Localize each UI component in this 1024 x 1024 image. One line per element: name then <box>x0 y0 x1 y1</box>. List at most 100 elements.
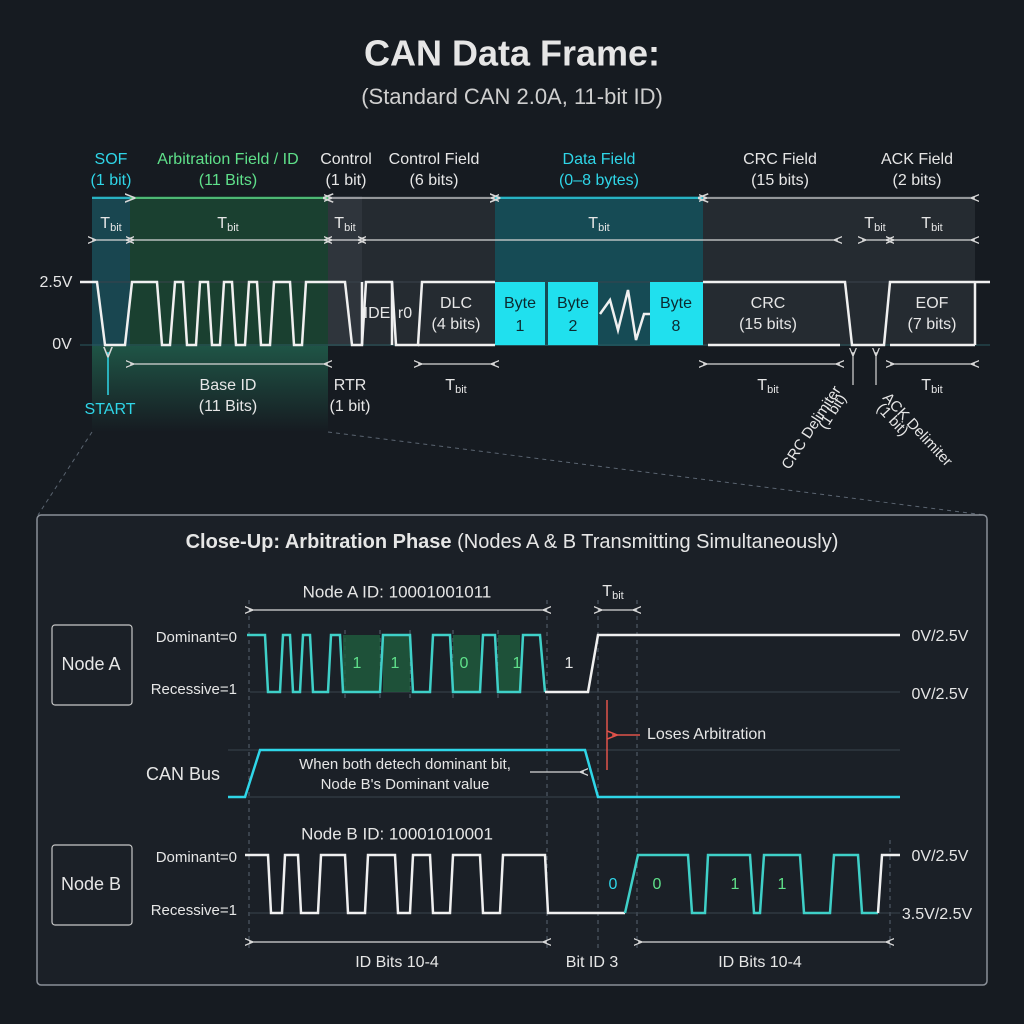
span-label: Bit ID 3 <box>566 954 619 971</box>
text-part: bit <box>931 384 943 396</box>
text-part: T <box>100 215 110 232</box>
tbit: Tbit <box>602 583 623 602</box>
text-part: bit <box>612 590 624 602</box>
below-label: (1 bit) <box>330 398 371 415</box>
text-part: T <box>588 215 598 232</box>
text-part: T <box>602 583 612 600</box>
node-box <box>51 844 133 926</box>
text-part: bit <box>767 384 779 396</box>
segment: (7 bits) <box>908 316 957 333</box>
field-name: Control Field <box>389 151 480 168</box>
segment: 2 <box>569 318 578 335</box>
data-bytes <box>495 282 703 345</box>
segment: DLC <box>440 295 472 312</box>
bit-label: 1 <box>565 655 574 672</box>
field-shading <box>37 196 986 516</box>
node-name: Node A <box>61 654 120 674</box>
tbit: Tbit <box>100 215 121 234</box>
text-part: T <box>445 377 455 394</box>
level-label: 2.5V <box>40 274 73 291</box>
bit-label: 0 <box>609 876 618 893</box>
text-part: T <box>864 215 874 232</box>
closeup-title: Close-Up: Arbitration Phase (Nodes A & B… <box>186 531 839 553</box>
tbit: Tbit <box>757 377 778 396</box>
field-name: Control <box>320 151 372 168</box>
segment: EOF <box>916 295 949 312</box>
bus-note: When both detech dominant bit, <box>299 756 511 773</box>
level-label: 3.5V/2.5V <box>902 906 973 923</box>
tbit: Tbit <box>588 215 609 234</box>
text-part: bit <box>344 222 356 234</box>
start-label: START <box>85 401 136 418</box>
bus-note: Node B's Dominant value <box>321 776 490 793</box>
node-box <box>51 624 133 706</box>
bit-label: 1 <box>353 655 362 672</box>
tbit: Tbit <box>445 377 466 396</box>
text-part: T <box>334 215 344 232</box>
segment: (4 bits) <box>432 316 481 333</box>
text-part: bit <box>227 222 239 234</box>
field-headers: SOF (1 bit) Arbitration Field / ID (11 B… <box>91 151 953 189</box>
field-name: SOF <box>95 151 128 168</box>
id-label: Node B ID: 10001010001 <box>301 824 493 843</box>
text-part: T <box>757 377 767 394</box>
level-label: 0V <box>52 336 72 353</box>
loss-label: Loses Arbitration <box>647 726 766 743</box>
segment: r0 <box>398 305 412 322</box>
tbit: Tbit <box>217 215 238 234</box>
text-part: bit <box>598 222 610 234</box>
bus-name: CAN Bus <box>146 764 220 784</box>
text-part: Close-Up: Arbitration Phase <box>186 531 452 553</box>
bit-label: 1 <box>731 876 740 893</box>
bit-label: 1 <box>391 655 400 672</box>
text-part: bit <box>110 222 122 234</box>
tbit-row: Tbit Tbit Tbit Tbit Tbit Tbit <box>92 215 975 240</box>
level-label: Dominant=0 <box>156 849 237 866</box>
span-label: ID Bits 10-4 <box>355 954 439 971</box>
field-name: ACK Field <box>881 151 953 168</box>
field-size: (1 bit) <box>326 172 367 189</box>
text-part: bit <box>931 222 943 234</box>
bit-label: 0 <box>653 876 662 893</box>
node-a-waveform <box>247 633 900 694</box>
tbit: Tbit <box>921 215 942 234</box>
below-label: (11 Bits) <box>199 398 257 415</box>
level-label: 0V/2.5V <box>912 686 969 703</box>
segment: CRC <box>751 295 786 312</box>
id-label: Node A ID: 10001001011 <box>303 582 492 601</box>
field-size: (0–8 bytes) <box>559 172 639 189</box>
level-label: Dominant=0 <box>156 629 237 646</box>
segment-labels: IDE r0 DLC (4 bits) Byte 1 Byte 2 Byte 8… <box>364 295 957 335</box>
bus-waveform <box>228 748 900 799</box>
level-label: Recessive=1 <box>151 681 237 698</box>
span-label: ID Bits 10-4 <box>718 954 802 971</box>
segment: Byte <box>660 295 692 312</box>
field-name: Data Field <box>563 151 636 168</box>
text-part: T <box>921 377 931 394</box>
field-name: Arbitration Field / ID <box>157 151 298 168</box>
tbit: Tbit <box>921 377 942 396</box>
text-part: bit <box>874 222 886 234</box>
segment: (15 bits) <box>739 316 797 333</box>
node-name: Node B <box>61 874 121 894</box>
subtitle: (Standard CAN 2.0A, 11-bit ID) <box>361 84 663 109</box>
tbit: Tbit <box>334 215 355 234</box>
bit-label: 0 <box>460 655 469 672</box>
node-b-waveform <box>245 853 900 915</box>
segment: 8 <box>672 318 681 335</box>
text-part: bit <box>455 384 467 396</box>
text-part: T <box>921 215 931 232</box>
below-label: RTR <box>334 377 367 394</box>
below-label: Base ID <box>200 377 257 394</box>
text-part: T <box>217 215 227 232</box>
level-label: 0V/2.5V <box>912 628 969 645</box>
segment: Byte <box>557 295 589 312</box>
field-size: (2 bits) <box>893 172 942 189</box>
tbit: Tbit <box>864 215 885 234</box>
bit-label: 1 <box>513 655 522 672</box>
field-size: (6 bits) <box>410 172 459 189</box>
text-part: (Nodes A & B Transmitting Simultaneously… <box>457 531 838 553</box>
field-size: (15 bits) <box>751 172 809 189</box>
frame-waveform <box>80 280 990 347</box>
